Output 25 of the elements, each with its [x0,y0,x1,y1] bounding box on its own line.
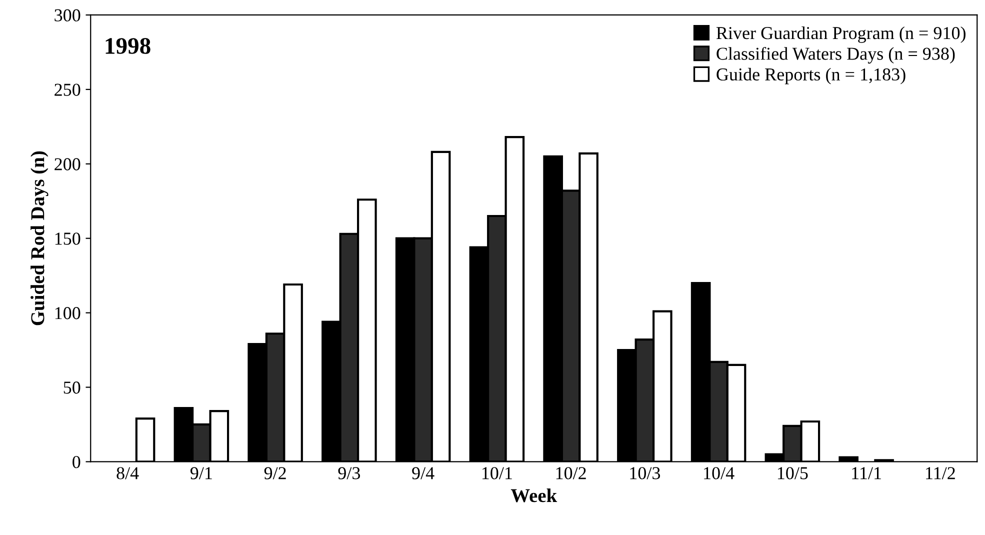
y-tick-label: 250 [54,84,80,96]
x-tick-label: 9/3 [338,467,360,480]
y-tick-label: 50 [64,382,80,394]
x-tick-label: 9/4 [412,467,434,480]
y-tick-label: 150 [55,232,80,245]
y-tick-label: 0 [72,456,80,468]
legend-label: Classified Waters Days (n = 938) [716,46,955,64]
x-tick-label: 10/2 [556,467,586,480]
x-tick-label: 8/4 [116,467,139,480]
x-tick-label: 9/1 [190,467,212,480]
text: 1998 [106,38,150,54]
x-tick-label: 10/1 [482,467,512,480]
x-axis-title: Week [510,488,558,502]
x-tick-label: 11/2 [926,467,955,480]
x-tick-label: 10/5 [778,467,808,480]
y-tick-label: 100 [55,307,80,320]
legend-label: River Guardian Program (n = 910) [716,26,966,43]
x-tick-label: 10/3 [630,467,660,480]
y-tick-label: 200 [54,158,80,170]
x-tick-label: 10/4 [704,467,734,480]
legend-label: Guide Reports (n = 1,183) [716,68,906,84]
x-tick-label: 9/2 [264,467,286,480]
y-tick-label: 300 [54,9,80,22]
x-tick-label: 11/1 [852,467,881,480]
y-axis-title: Guided Rod Days (n) [30,151,48,326]
